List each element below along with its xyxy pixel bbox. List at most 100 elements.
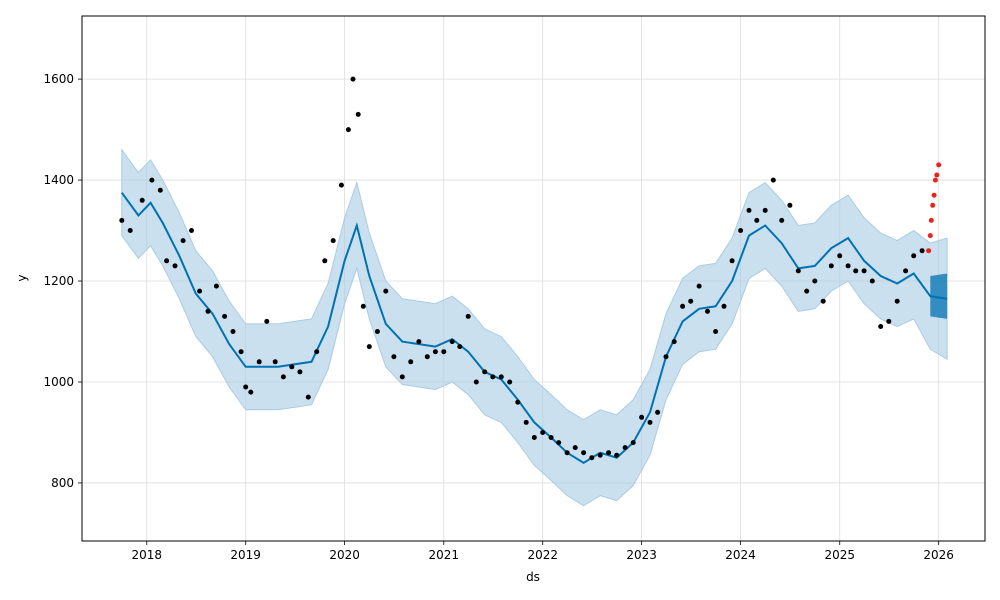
- observed-point: [861, 268, 867, 274]
- observed-point: [272, 359, 278, 365]
- recent-point: [934, 172, 940, 178]
- x-tick-label: 2018: [131, 548, 162, 562]
- observed-point: [572, 445, 578, 451]
- observed-point: [738, 228, 744, 233]
- observed-point: [338, 182, 344, 188]
- observed-point: [314, 349, 320, 355]
- observed-point: [230, 329, 236, 334]
- observed-point: [721, 303, 727, 309]
- observed-point: [671, 339, 677, 345]
- observed-point: [540, 430, 546, 435]
- observed-point: [205, 308, 211, 314]
- observed-point: [795, 268, 801, 274]
- observed-point: [416, 339, 422, 345]
- observed-point: [639, 414, 645, 420]
- forecast-band: [930, 273, 948, 319]
- observed-point: [762, 207, 768, 213]
- observed-point: [606, 450, 612, 456]
- observed-point: [322, 258, 328, 264]
- observed-point: [213, 283, 219, 289]
- x-axis-label: ds: [526, 570, 540, 584]
- recent-point: [927, 233, 933, 239]
- observed-point: [655, 409, 661, 415]
- x-tick-label: 2026: [923, 548, 954, 562]
- observed-point: [729, 258, 735, 264]
- observed-point: [238, 349, 244, 355]
- x-axis: 2018 2019 2020 2021 2022 2023 2024 2025 2026: [131, 541, 954, 562]
- observed-point: [473, 379, 479, 385]
- recent-point: [932, 177, 938, 183]
- recent-point: [931, 192, 937, 198]
- observed-point: [837, 253, 843, 259]
- x-tick-label: 2022: [527, 548, 558, 562]
- observed-point: [465, 313, 471, 319]
- observed-point: [366, 344, 372, 350]
- observed-point: [878, 324, 884, 329]
- observed-point: [189, 228, 194, 233]
- observed-point: [564, 450, 570, 456]
- observed-point: [248, 389, 254, 395]
- x-tick-label: 2021: [429, 548, 460, 562]
- observed-point: [457, 344, 463, 350]
- observed-point: [622, 445, 628, 451]
- forecast-line-group: [120, 192, 948, 464]
- observed-point: [256, 359, 262, 365]
- observed-point: [663, 354, 669, 360]
- observed-point: [243, 384, 249, 390]
- recent-point: [930, 202, 936, 208]
- observed-point: [581, 450, 587, 456]
- observed-point: [449, 339, 455, 345]
- observed-point: [391, 354, 397, 360]
- observed-point: [360, 303, 366, 309]
- observed-point: [886, 318, 892, 324]
- observed-point: [383, 288, 389, 294]
- observed-point: [374, 329, 380, 334]
- recent-point: [926, 248, 932, 254]
- observed-point: [911, 253, 917, 259]
- observed-point: [490, 374, 496, 380]
- interval-area: [121, 148, 948, 507]
- y-axis-label: y: [15, 274, 29, 281]
- recent-points: [926, 162, 942, 254]
- observed-point: [556, 440, 562, 446]
- y-tick-label: 800: [51, 476, 74, 490]
- observed-point: [345, 127, 351, 133]
- forecast-line: [120, 192, 948, 464]
- observed-point: [820, 298, 826, 304]
- observed-point: [172, 263, 178, 269]
- observed-point: [903, 268, 909, 274]
- observed-point: [355, 111, 361, 117]
- observed-point: [197, 288, 203, 294]
- observed-point: [498, 374, 504, 380]
- observed-point: [647, 419, 653, 425]
- observed-point: [280, 374, 286, 380]
- observed-point: [845, 263, 851, 269]
- observed-point: [787, 202, 793, 208]
- observed-point: [523, 419, 529, 425]
- observed-point: [630, 440, 636, 446]
- observed-point: [614, 452, 620, 458]
- observed-point: [330, 238, 336, 244]
- observed-point: [688, 298, 694, 304]
- observed-point: [482, 369, 488, 375]
- observed-point: [127, 228, 133, 233]
- observed-point: [399, 374, 405, 380]
- x-tick-label: 2024: [725, 548, 756, 562]
- observed-point: [680, 303, 686, 309]
- observed-point: [746, 207, 752, 213]
- y-tick-label: 1600: [43, 72, 74, 86]
- y-tick-label: 1400: [43, 173, 74, 187]
- observed-point: [754, 217, 760, 223]
- uncertainty-interval: [121, 148, 948, 507]
- observed-point: [705, 308, 710, 314]
- observed-point: [531, 435, 537, 440]
- observed-point: [350, 76, 356, 82]
- observed-point: [713, 329, 719, 334]
- observed-point: [264, 318, 270, 324]
- observed-point: [119, 217, 125, 223]
- observed-point: [812, 278, 818, 284]
- observed-point: [222, 313, 228, 319]
- observed-point: [157, 187, 163, 193]
- recent-point: [936, 162, 942, 168]
